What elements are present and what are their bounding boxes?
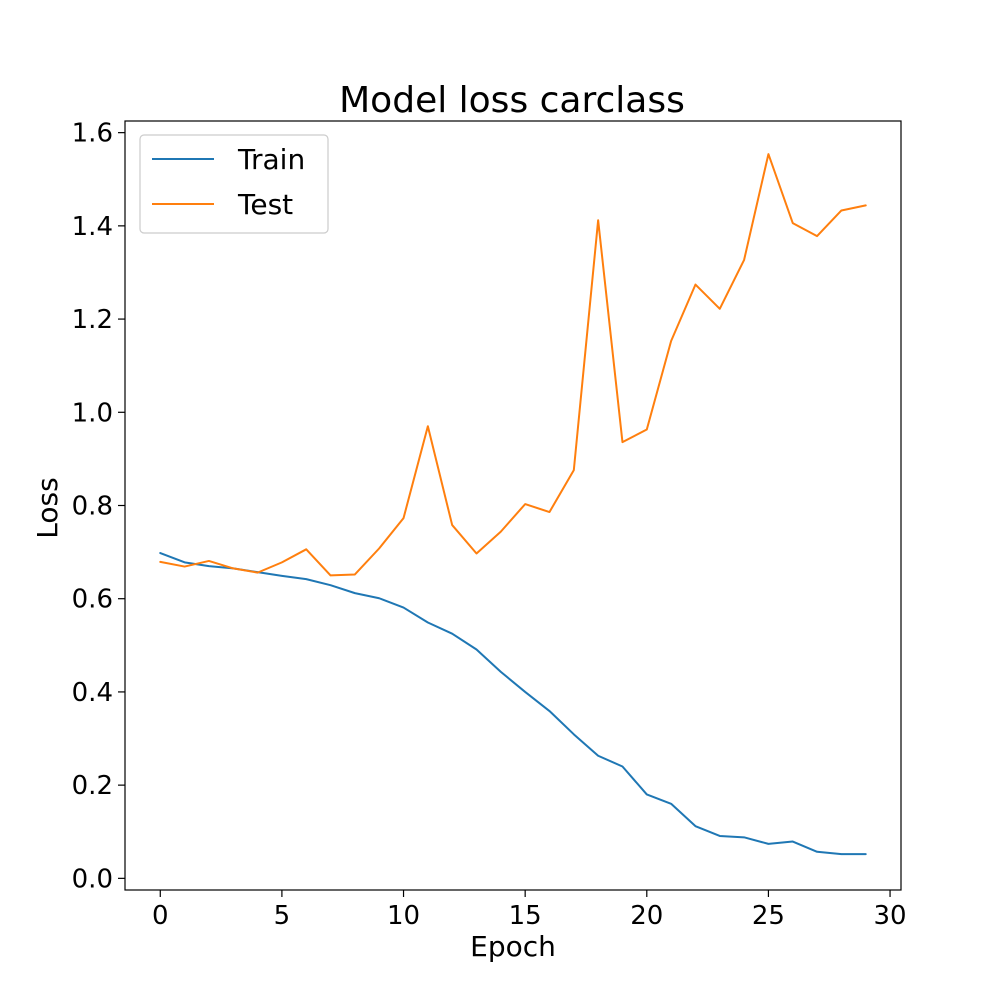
legend: Train Test: [139, 134, 329, 234]
y-tick-label: 0.6: [72, 585, 113, 615]
legend-label-test: Test: [237, 188, 293, 221]
y-tick-label: 0.8: [72, 492, 113, 522]
y-tick-label: 1.0: [72, 398, 113, 428]
x-tick-label: 15: [509, 901, 542, 931]
x-tick-label: 30: [874, 901, 907, 931]
y-tick-label: 0.4: [72, 678, 113, 708]
x-axis-label: Epoch: [470, 930, 556, 963]
series-line-test: [159, 153, 867, 577]
x-tick-label: 5: [274, 901, 291, 931]
y-tick-label: 0.2: [72, 771, 113, 801]
y-tick-label: 0.0: [72, 864, 113, 894]
series-lines: [159, 153, 867, 856]
y-tick-label: 1.6: [72, 119, 113, 149]
chart-title: Model loss carclass: [339, 80, 685, 121]
y-tick-label: 1.2: [72, 305, 113, 335]
y-tick-label: 1.4: [72, 212, 113, 242]
series-line-train: [159, 552, 867, 856]
legend-label-train: Train: [237, 143, 305, 176]
y-axis-label: Loss: [31, 477, 64, 538]
x-tick-label: 25: [752, 901, 785, 931]
y-axis: 0.0 0.2 0.4 0.6 0.8 1.0 1.2 1.4 1.6: [72, 119, 125, 894]
x-tick-label: 0: [152, 901, 169, 931]
x-tick-label: 10: [387, 901, 420, 931]
x-axis: 0 5 10 15 20 25 30: [152, 890, 907, 931]
x-tick-label: 20: [630, 901, 663, 931]
